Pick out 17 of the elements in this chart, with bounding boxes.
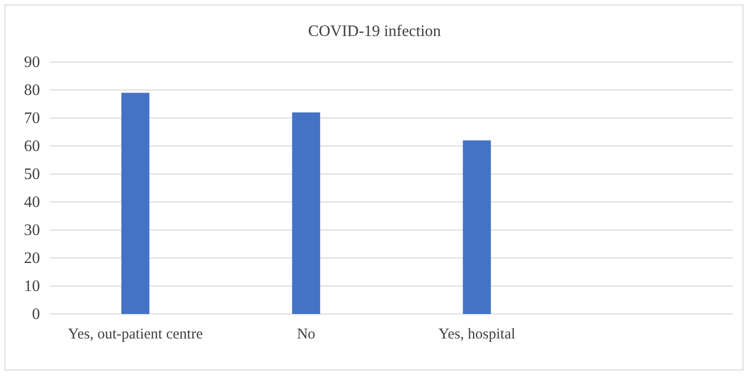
- y-tick-label: 70: [24, 110, 40, 128]
- y-tick-label: 0: [32, 306, 40, 324]
- bar: [292, 112, 320, 314]
- x-tick-label: No: [296, 326, 316, 343]
- bar: [121, 92, 150, 314]
- bar: [462, 140, 491, 314]
- x-tick-label: Yes, hospital: [438, 326, 516, 343]
- y-tick-label: 20: [24, 250, 40, 268]
- y-tick-label: 50: [24, 166, 40, 184]
- y-tick-label: 80: [24, 82, 40, 100]
- y-tick-label: 30: [24, 222, 40, 240]
- y-tick-label: 60: [24, 138, 40, 156]
- y-tick-label: 90: [24, 54, 40, 72]
- y-tick-label: 40: [24, 194, 40, 212]
- y-tick-label: 10: [24, 278, 40, 296]
- chart-title: COVID-19 infection: [308, 23, 441, 40]
- x-tick-label: Yes, out-patient centre: [68, 326, 204, 343]
